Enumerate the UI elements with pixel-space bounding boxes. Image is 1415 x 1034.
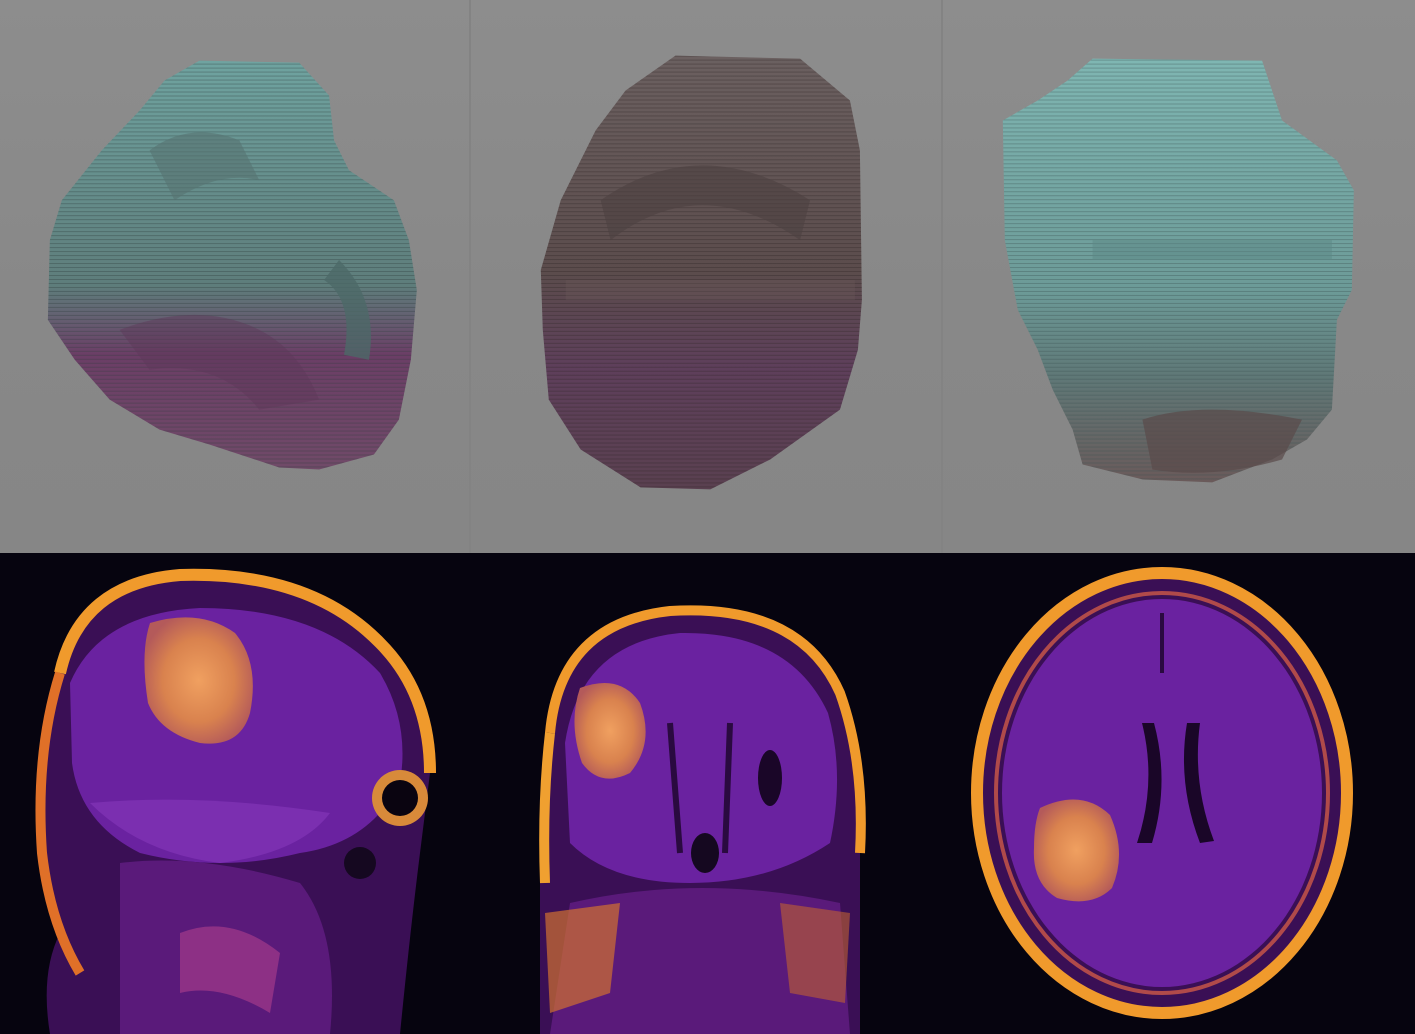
mri-slice-coronal	[539, 605, 866, 1034]
tumor-render-coronal	[540, 55, 862, 490]
mri-panel-coronal	[470, 553, 942, 1034]
mri-row	[0, 553, 1415, 1034]
mri-panel-sagittal	[0, 553, 470, 1034]
mri-slice-sagittal	[35, 568, 436, 1034]
render-panel-sagittal	[0, 0, 471, 553]
mri-panel-axial	[942, 553, 1415, 1034]
tumor-region	[144, 617, 253, 744]
tumor-render-axial	[1003, 58, 1355, 483]
mri-slice-axial	[971, 567, 1353, 1019]
tumor-region	[574, 683, 646, 779]
tumor-region	[1033, 799, 1120, 902]
render-panel-coronal	[470, 0, 944, 553]
tumor-render-sagittal	[47, 60, 417, 470]
render-panel-axial	[943, 0, 1415, 553]
render-row	[0, 0, 1415, 553]
